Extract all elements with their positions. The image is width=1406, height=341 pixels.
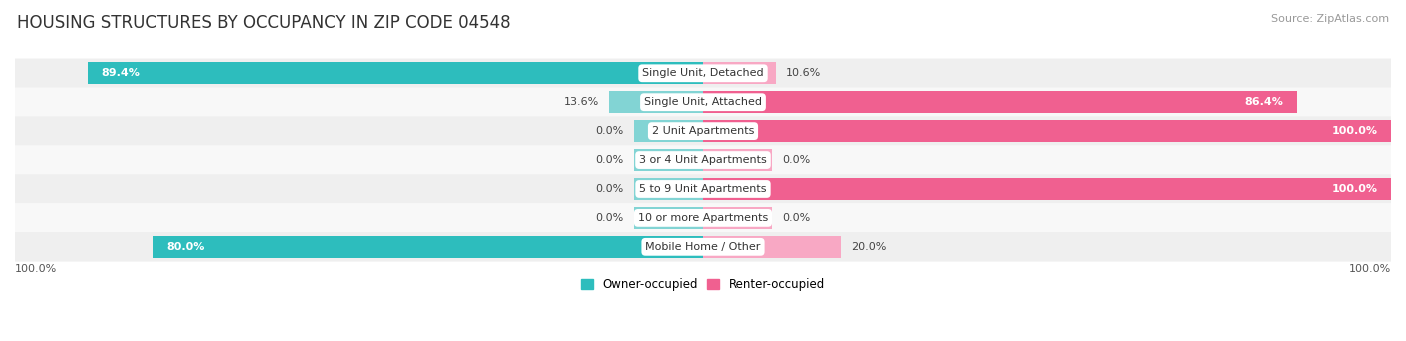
Text: 0.0%: 0.0% (596, 126, 624, 136)
Text: 100.0%: 100.0% (1331, 184, 1378, 194)
Bar (703, 178, 1391, 200)
Bar (634, 149, 703, 171)
Bar (153, 236, 703, 258)
Text: 5 to 9 Unit Apartments: 5 to 9 Unit Apartments (640, 184, 766, 194)
Text: 10.6%: 10.6% (786, 68, 821, 78)
Text: 20.0%: 20.0% (851, 242, 886, 252)
Text: 100.0%: 100.0% (1331, 126, 1378, 136)
Bar (634, 120, 703, 142)
Text: 0.0%: 0.0% (596, 155, 624, 165)
Bar (703, 120, 1391, 142)
Bar (703, 91, 1298, 113)
Text: Single Unit, Attached: Single Unit, Attached (644, 97, 762, 107)
Text: Mobile Home / Other: Mobile Home / Other (645, 242, 761, 252)
Legend: Owner-occupied, Renter-occupied: Owner-occupied, Renter-occupied (576, 273, 830, 296)
Bar (703, 207, 772, 229)
Text: 100.0%: 100.0% (15, 264, 58, 273)
Text: 0.0%: 0.0% (782, 155, 810, 165)
FancyBboxPatch shape (15, 116, 1391, 146)
Bar (609, 91, 703, 113)
Bar (634, 207, 703, 229)
FancyBboxPatch shape (15, 174, 1391, 204)
Text: 10 or more Apartments: 10 or more Apartments (638, 213, 768, 223)
Text: HOUSING STRUCTURES BY OCCUPANCY IN ZIP CODE 04548: HOUSING STRUCTURES BY OCCUPANCY IN ZIP C… (17, 14, 510, 32)
Bar (634, 178, 703, 200)
FancyBboxPatch shape (15, 145, 1391, 175)
FancyBboxPatch shape (15, 59, 1391, 88)
Text: 0.0%: 0.0% (782, 213, 810, 223)
Text: 89.4%: 89.4% (101, 68, 141, 78)
Text: 100.0%: 100.0% (1348, 264, 1391, 273)
FancyBboxPatch shape (15, 232, 1391, 262)
Text: 3 or 4 Unit Apartments: 3 or 4 Unit Apartments (640, 155, 766, 165)
Text: 0.0%: 0.0% (596, 213, 624, 223)
Bar (703, 62, 776, 84)
FancyBboxPatch shape (15, 203, 1391, 233)
Text: Single Unit, Detached: Single Unit, Detached (643, 68, 763, 78)
Bar (703, 149, 772, 171)
Text: 80.0%: 80.0% (166, 242, 205, 252)
Bar (703, 236, 841, 258)
Text: 86.4%: 86.4% (1244, 97, 1284, 107)
Text: 0.0%: 0.0% (596, 184, 624, 194)
FancyBboxPatch shape (15, 87, 1391, 117)
Text: Source: ZipAtlas.com: Source: ZipAtlas.com (1271, 14, 1389, 24)
Text: 2 Unit Apartments: 2 Unit Apartments (652, 126, 754, 136)
Text: 13.6%: 13.6% (564, 97, 599, 107)
Bar (89, 62, 703, 84)
